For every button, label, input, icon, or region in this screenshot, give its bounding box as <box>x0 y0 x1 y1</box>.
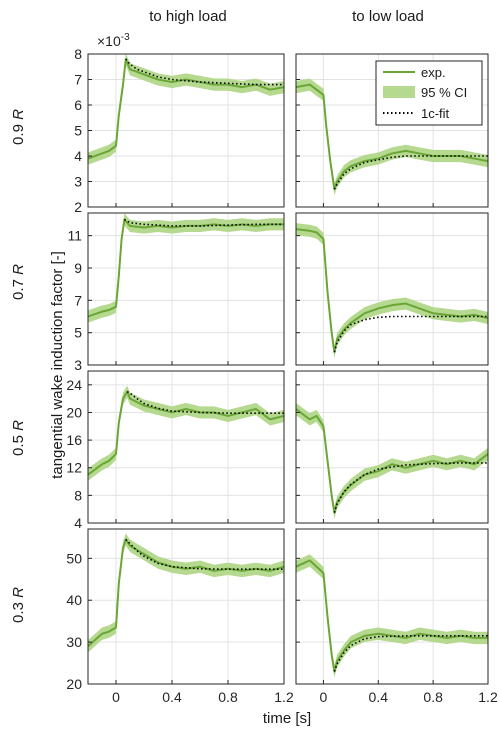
fit-line <box>125 58 284 86</box>
panel-3-high-frame <box>87 370 285 524</box>
x-tick-label: 1.2 <box>274 689 294 705</box>
y-tick-label: 8 <box>74 46 82 62</box>
exp-line <box>295 228 489 354</box>
panel-4-low-frame <box>295 528 489 685</box>
panel-2-high: 3 5 7 9 11 <box>67 212 285 373</box>
exp-line <box>87 538 285 648</box>
panel-3-low <box>295 370 489 524</box>
ci-band <box>296 402 488 519</box>
panel-4-high: 20 30 40 50 0 0.4 0.8 1.2 <box>66 528 294 705</box>
ci-band <box>296 554 488 678</box>
y-tick-label: 50 <box>66 550 82 566</box>
fit-line <box>333 315 488 353</box>
y-tick-label: 6 <box>74 97 82 113</box>
panel-4-high-background <box>88 529 284 684</box>
exp-line <box>295 83 489 191</box>
y-tick-label: 4 <box>74 148 82 164</box>
ci-band <box>296 78 488 196</box>
y-tick-label: 11 <box>67 228 82 244</box>
fit-line <box>125 538 284 571</box>
panel-4-low: 0 0.4 0.8 1.2 <box>295 528 498 705</box>
y-axis-label: tangential wake induction factor [-] <box>49 251 66 479</box>
exp-line <box>87 218 284 318</box>
exp-line <box>295 559 488 673</box>
y-tick-label: 30 <box>66 634 82 650</box>
panel-2-low-frame <box>295 212 489 366</box>
legend-ci-swatch <box>383 86 415 98</box>
exp-line <box>87 58 285 160</box>
panel-1-high: 2 3 4 5 6 7 8 <box>74 46 285 215</box>
x-axis-label: time [s] <box>263 710 311 727</box>
y-tick-label: 7 <box>74 292 82 308</box>
y-tick-label: 40 <box>66 592 82 608</box>
column-title-low-load: to low load <box>352 8 424 25</box>
panels-group: 2 3 4 5 6 7 8 3 5 7 9 11 4 8 12 16 20 24 20 30 40 50 0 0.4 0.8 1.… <box>66 46 498 705</box>
panel-3-low-background <box>296 371 488 523</box>
legend-exp-label: exp. <box>421 65 446 80</box>
x-tick-label: 0.4 <box>162 689 182 705</box>
y-tick-label: 24 <box>66 377 82 393</box>
x-tick-label: 0.8 <box>423 689 443 705</box>
x-tick-label: 0.4 <box>369 689 389 705</box>
panel-2-high-frame <box>87 212 285 366</box>
y-tick-label: 4 <box>74 515 82 531</box>
legend-ci-label: 95 % CI <box>421 85 467 100</box>
ci-band <box>88 52 284 165</box>
row-label-0.5R: 0.5 R <box>10 420 27 456</box>
row-label-0.7R: 0.7 R <box>10 264 27 300</box>
panel-3-low-frame <box>295 370 489 524</box>
panel-4-low-background <box>296 529 488 684</box>
y-tick-label: 9 <box>74 260 82 276</box>
x-tick-label: 0.8 <box>218 689 238 705</box>
legend-fit-label: 1c-fit <box>421 106 450 121</box>
y-tick-label: 2 <box>74 199 82 215</box>
fit-line <box>123 218 284 227</box>
fit-line <box>333 635 488 672</box>
x-tick-label: 0 <box>320 689 328 705</box>
ci-band <box>296 223 488 359</box>
y-tick-label: 16 <box>66 432 82 448</box>
y-tick-label: 7 <box>74 72 82 88</box>
y-tick-label: 8 <box>74 487 82 503</box>
row-label-0.9R: 0.9 R <box>10 109 27 145</box>
y-tick-label: 20 <box>66 676 82 692</box>
column-title-high-load: to high load <box>149 8 227 25</box>
panel-3-high: 4 8 12 16 20 24 <box>66 370 285 531</box>
fit-line <box>333 462 488 513</box>
legend: exp. 95 % CI 1c-fit <box>375 60 483 126</box>
panel-3-high-background <box>88 371 284 523</box>
x-tick-label: 1.2 <box>478 689 498 705</box>
ci-band <box>88 385 284 481</box>
y-tick-label: 20 <box>66 404 82 420</box>
panel-2-low <box>295 212 489 366</box>
panel-4-high-frame <box>87 528 285 685</box>
x-tick-label: 0 <box>112 689 120 705</box>
y-tick-label: 5 <box>74 325 82 341</box>
y-tick-label: 3 <box>74 174 82 190</box>
y-tick-label: 5 <box>74 123 82 139</box>
y-tick-label: 12 <box>66 460 82 476</box>
panel-2-high-background <box>88 213 284 365</box>
row-label-0.3R: 0.3 R <box>10 587 27 623</box>
exponent-label: ×10-3 <box>97 32 130 49</box>
y-tick-label: 3 <box>74 357 82 373</box>
